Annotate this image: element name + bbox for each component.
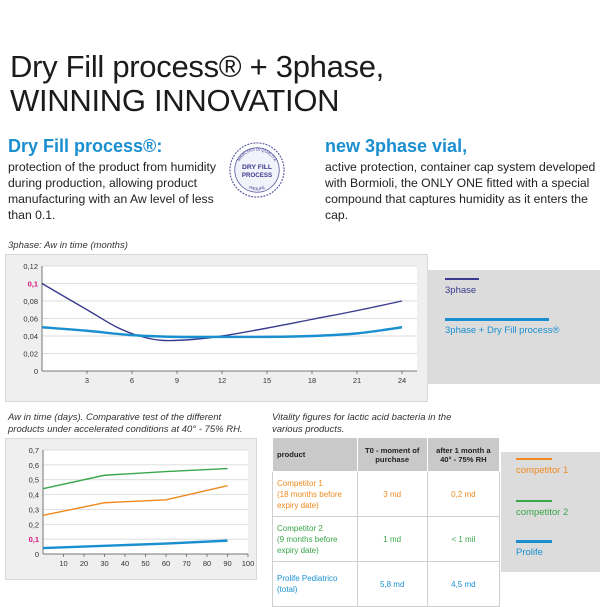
x-tick-label: 9: [175, 376, 179, 385]
legend-label-competitor2: competitor 2: [516, 507, 569, 518]
x-tick-label: 40: [121, 559, 129, 568]
x-tick-label: 20: [80, 559, 88, 568]
y-tick-label: 0,7: [29, 446, 39, 455]
x-tick-label: 21: [353, 376, 361, 385]
x-tick-label: 24: [398, 376, 406, 385]
table-cell-product: Competitor 1 (18 months before expiry da…: [272, 471, 358, 517]
chart1-legend-item: 3phase + Dry Fill process®: [445, 318, 559, 336]
seal-ring-bottom: PROLIFE: [248, 184, 266, 191]
y-tick-label: 0: [35, 550, 39, 559]
title-line-1: Dry Fill process® + 3phase,: [10, 49, 384, 84]
legend-label-3phase: 3phase: [445, 285, 477, 296]
left-line: manufacturing with an Aw level of less t…: [8, 192, 214, 222]
product-note: (total): [277, 585, 298, 594]
plot-area: [43, 450, 248, 554]
right-line: with Bormioli, the ONLY ONE fitted with …: [325, 176, 590, 190]
series-line-3phase: [41, 282, 403, 342]
table-cell-t1: 4,5 md: [426, 561, 501, 607]
product-note: (18 months before expiry date): [277, 489, 342, 510]
x-tick-label: 100: [242, 559, 255, 568]
table-cell-t1: 0,2 md: [426, 471, 501, 517]
x-tick-label: 90: [223, 559, 231, 568]
chart2-title: Aw in time (days). Comparative test of t…: [8, 412, 243, 435]
right-column: new 3phase vial, active protection, cont…: [325, 136, 597, 223]
chart2-legend-item: Prolife: [516, 540, 552, 558]
vitality-table: product T0 - moment of purchase after 1 …: [272, 437, 501, 607]
y-tick-label: 0,5: [29, 476, 39, 485]
left-line: during production, allowing product: [8, 176, 198, 190]
chart2-legend-box: [501, 452, 600, 572]
chart1-legend-item: 3phase: [445, 278, 479, 296]
x-tick-label: 10: [59, 559, 67, 568]
y-tick-label: 0,12: [23, 262, 38, 271]
y-tick-label: 0,1: [29, 535, 39, 544]
table-cell-product: Competitor 2 (9 months before expiry dat…: [272, 516, 358, 562]
legend-swatch-dryfill: [445, 318, 549, 321]
chart2-legend-item: competitor 2: [516, 500, 568, 518]
chart1-title: 3phase: Aw in time (months): [8, 240, 128, 251]
left-text: protection of the product from humidity …: [8, 159, 228, 223]
legend-label-competitor1: competitor 1: [516, 465, 569, 476]
x-tick-label: 60: [162, 559, 170, 568]
legend-label-prolife: Prolife: [516, 547, 543, 558]
chart1-svg: 0 0,02 0,04 0,06 0,08 0,1 0,12 3 6 9 12 15 18 21 24: [23, 262, 417, 385]
right-heading: new 3phase vial,: [325, 136, 468, 156]
legend-swatch-competitor2: [516, 500, 552, 502]
x-tick-label: 50: [141, 559, 149, 568]
table-title: Vitality figures for lactic acid bacteri…: [272, 412, 452, 435]
x-tick-label: 80: [203, 559, 211, 568]
x-tick-label: 18: [308, 376, 316, 385]
y-tick-label: 0,06: [23, 315, 38, 324]
chart1-legend-box: [427, 270, 600, 384]
table-header: after 1 month a 40° - 75% RH: [426, 437, 501, 472]
y-tick-label: 0,02: [23, 350, 38, 359]
right-line: active protection, container cap system …: [325, 160, 596, 174]
chart2-legend-item: competitor 1: [516, 458, 568, 476]
right-line: compound that captures humidity as it en…: [325, 192, 588, 222]
x-tick-label: 15: [263, 376, 271, 385]
product-name: Competitor 1: [277, 478, 323, 488]
table-row: Competitor 2 (9 months before expiry dat…: [272, 516, 501, 562]
y-tick-label: 0,2: [29, 520, 39, 529]
product-name: Prolife Pediatrico: [277, 574, 338, 583]
y-tick-label: 0,1: [28, 280, 38, 289]
y-tick-label: 0: [34, 367, 38, 376]
right-text: active protection, container cap system …: [325, 159, 597, 223]
page-title: Dry Fill process® + 3phase, WINNING INNO…: [10, 50, 384, 118]
title-line-2: WINNING INNOVATION: [10, 83, 340, 118]
chart2-svg: 0 0,1 0,2 0,3 0,4 0,5 0,6 0,7 10 20 30 40 50 60 70 80 90…: [29, 446, 255, 568]
series-line-competitor-1: [42, 484, 228, 517]
legend-swatch-3phase: [445, 278, 479, 280]
y-tick-label: 0,6: [29, 461, 39, 470]
y-tick-label: 0,4: [29, 491, 39, 500]
seal-center-2: PROCESS: [242, 172, 272, 179]
table-cell-t1: < 1 mil: [426, 516, 501, 562]
legend-label-dryfill: 3phase + Dry Fill process®: [445, 325, 560, 336]
left-heading: Dry Fill process®:: [8, 136, 163, 156]
table-row: Competitor 1 (18 months before expiry da…: [272, 471, 501, 517]
left-line: protection of the product from humidity: [8, 160, 216, 174]
table-cell-t0: 1 md: [356, 516, 428, 562]
y-tick-label: 0,3: [29, 505, 39, 514]
product-name: Competitor 2: [277, 523, 323, 533]
legend-swatch-prolife: [516, 540, 552, 543]
table-header: T0 - moment of purchase: [356, 437, 428, 472]
y-tick-label: 0,08: [23, 297, 38, 306]
product-note: (9 months before expiry date): [277, 534, 338, 555]
x-tick-label: 6: [130, 376, 134, 385]
x-tick-label: 3: [85, 376, 89, 385]
quality-seal-icon: MARCHIO DI QUALITÀ DRY FILL PROCESS PROL…: [229, 142, 285, 198]
x-tick-label: 12: [218, 376, 226, 385]
series-line-3phase-dry-fill-process-: [41, 326, 403, 339]
series-line-prolife: [42, 539, 228, 550]
x-tick-label: 70: [182, 559, 190, 568]
x-tick-label: 30: [100, 559, 108, 568]
series-line-competitor-2: [42, 467, 228, 490]
table-header: product: [272, 437, 358, 472]
left-column: Dry Fill process®: protection of the pro…: [8, 136, 228, 223]
y-tick-label: 0,04: [23, 332, 38, 341]
seal-center-1: DRY FILL: [242, 164, 272, 171]
table-cell-t0: 3 md: [356, 471, 428, 517]
legend-swatch-competitor1: [516, 458, 552, 460]
